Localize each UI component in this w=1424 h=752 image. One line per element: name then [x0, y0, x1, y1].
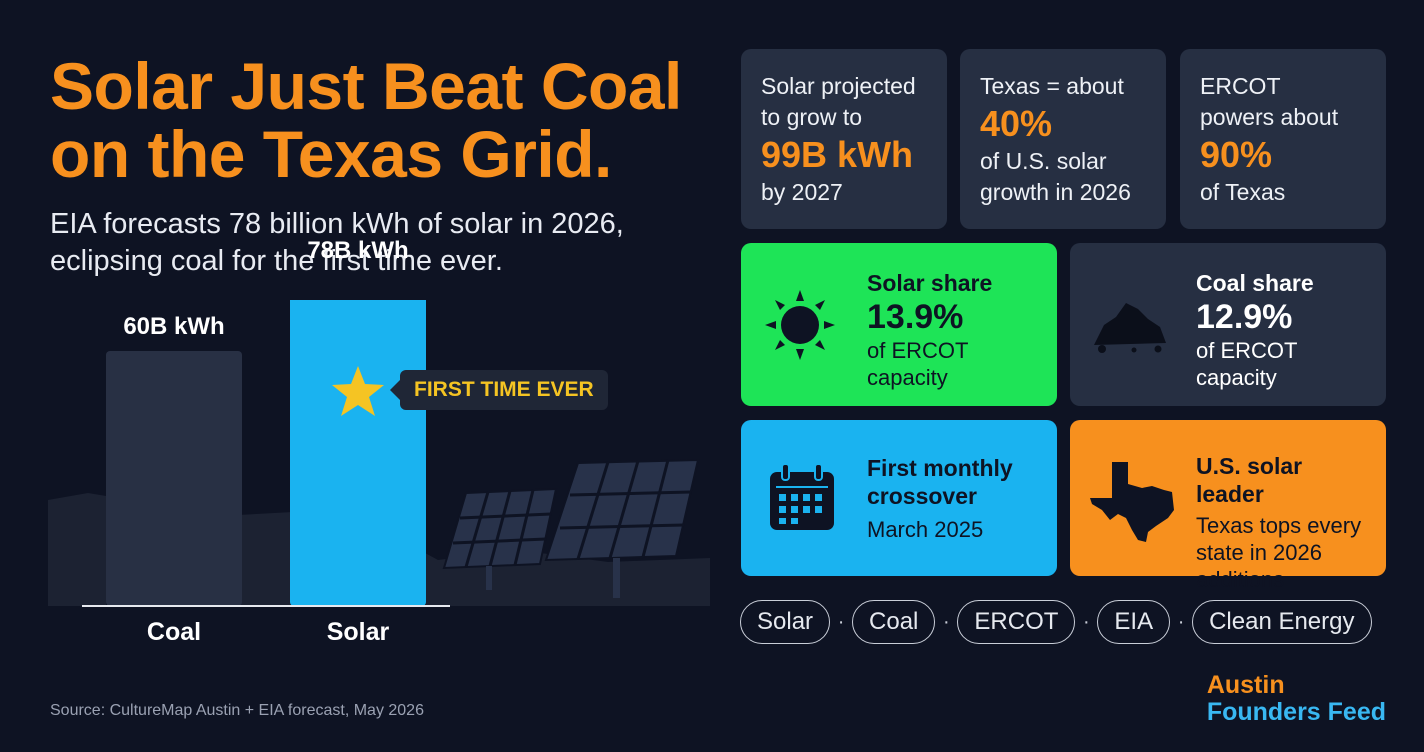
star-icon — [332, 366, 384, 416]
coal-share-value: 12.9% — [1196, 298, 1293, 336]
sun-icon — [765, 290, 835, 360]
source-note: Source: CultureMap Austin + EIA forecast… — [50, 702, 424, 719]
solar-share-label: Solar share — [867, 270, 993, 296]
stat-text: by 2027 — [761, 179, 843, 205]
category-label: Coal — [146, 618, 202, 646]
tag-eia[interactable]: EIA — [1097, 600, 1171, 644]
stat-text: powers about — [1200, 104, 1339, 130]
stat-text: to grow to — [761, 104, 862, 130]
tag-solar[interactable]: Solar — [740, 600, 831, 644]
bar-value-label: 78B kWh — [307, 236, 409, 264]
headline: Solar Just Beat Coal on the Texas Grid. — [50, 52, 730, 188]
stat-value: 99B kWh — [761, 134, 914, 175]
stat-text: of U.S. solar — [980, 148, 1107, 174]
headline-line-2: on the Texas Grid. — [50, 117, 612, 191]
stat-text: of Texas — [1200, 179, 1286, 205]
stat-text: ERCOT — [1200, 73, 1281, 99]
solar-leader-label: U.S. solar leader — [1196, 453, 1303, 507]
crossover-label: crossover — [867, 483, 977, 509]
coal-pile-icon — [1094, 303, 1166, 353]
crossover-card: First monthly crossover March 2025 — [741, 420, 1057, 576]
tag-list: Solar · Coal · ERCOT · EIA · Clean Energ… — [740, 600, 1390, 644]
stat-card-growth: Solar projected to grow to 99B kWh by 20… — [741, 49, 947, 229]
solar-share-value: 13.9% — [867, 298, 964, 336]
solar-leader-sub: Texas tops every — [1196, 513, 1362, 538]
bar-value-label: 60B kWh — [123, 313, 225, 340]
solar-share-sub: capacity — [867, 365, 948, 390]
bar-solar — [290, 300, 426, 606]
solar-leader-sub: state in 2026 — [1196, 540, 1322, 565]
solar-panel-illustration-small — [442, 487, 558, 590]
stat-value: 90% — [1200, 134, 1273, 175]
bar-coal — [106, 351, 242, 606]
coal-share-sub: of ERCOT — [1196, 338, 1298, 363]
solar-panel-illustration-large — [544, 458, 700, 598]
stat-card-texas-share: Texas = about 40% of U.S. solar growth i… — [960, 49, 1166, 229]
texas-map-icon — [1090, 462, 1174, 542]
subheadline: EIA forecasts 78 billion kWh of solar in… — [50, 206, 730, 280]
tag-separator: · — [943, 610, 950, 633]
solar-share-sub: of ERCOT — [867, 338, 969, 363]
bar-chart: 60B kWh 78B kWh Coal Solar FIRST TIME EVER — [48, 237, 710, 660]
city-silhouette — [48, 493, 106, 606]
solar-leader-sub: additions — [1196, 567, 1285, 592]
brand-line-1: Austin — [1206, 671, 1285, 699]
subheadline-line-2: eclipsing coal for the first time ever. — [50, 245, 503, 277]
brand-logo: Austin Founders Feed — [1207, 672, 1386, 726]
stat-text: Solar projected — [761, 73, 916, 99]
headline-line-1: Solar Just Beat Coal — [50, 49, 682, 123]
crossover-label: First monthly — [867, 455, 1013, 481]
tag-separator: · — [837, 610, 845, 633]
coal-share-sub: capacity — [1196, 365, 1277, 390]
category-label: Solar — [326, 618, 390, 646]
crossover-date: March 2025 — [867, 517, 984, 542]
tag-ercot[interactable]: ERCOT — [957, 600, 1076, 644]
tag-coal[interactable]: Coal — [852, 600, 936, 644]
subheadline-line-1: EIA forecasts 78 billion kWh of solar in… — [50, 208, 624, 240]
tag-separator: · — [1083, 610, 1090, 633]
first-time-ever-callout: FIRST TIME EVER — [390, 370, 608, 410]
solar-leader-card: U.S. solar leader Texas tops every state… — [1070, 420, 1386, 592]
brand-line-2: Founders Feed — [1206, 698, 1386, 726]
chart-canvas — [48, 300, 710, 607]
tag-clean-energy[interactable]: Clean Energy — [1192, 600, 1372, 644]
coal-share-label: Coal share — [1196, 270, 1314, 296]
solar-share-card: Solar share 13.9% of ERCOT capacity — [741, 243, 1057, 406]
calendar-icon — [770, 463, 834, 530]
stat-text: growth in 2026 — [980, 179, 1131, 205]
stat-text: Texas = about — [980, 73, 1124, 99]
stat-value: 40% — [980, 103, 1053, 144]
stat-card-ercot: ERCOT powers about 90% of Texas — [1180, 49, 1386, 229]
coal-share-card: Coal share 12.9% of ERCOT capacity — [1070, 243, 1386, 406]
tag-separator: · — [1177, 610, 1185, 633]
